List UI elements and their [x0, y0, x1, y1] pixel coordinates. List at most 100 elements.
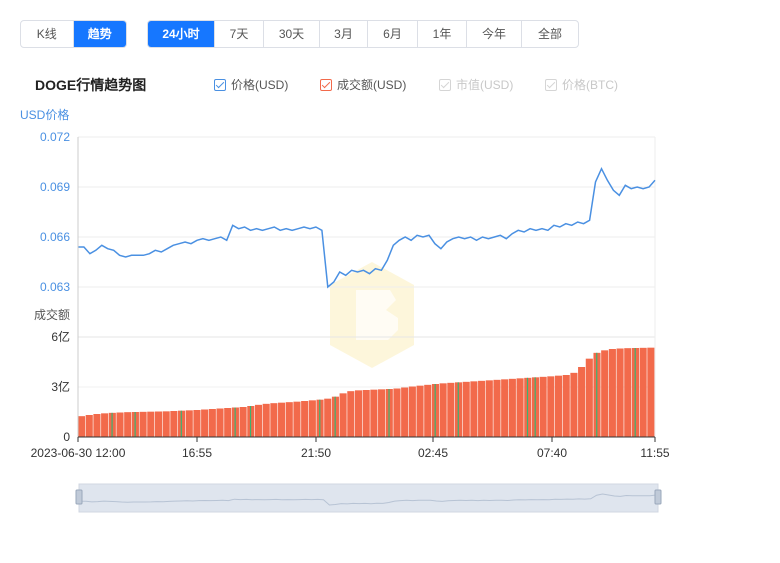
volume-bar [116, 412, 124, 437]
volume-bar-mark [319, 399, 321, 437]
tab-all[interactable]: 全部 [537, 27, 562, 41]
volume-bar [601, 350, 609, 437]
volume-bar [154, 411, 163, 437]
volume-bar [647, 347, 655, 437]
volume-bar [224, 408, 232, 437]
volume-bar [185, 410, 193, 437]
volume-bar [624, 348, 632, 437]
volume-bar [516, 378, 524, 437]
volume-bar-mark [534, 377, 536, 437]
tab-7d[interactable]: 7天 [215, 21, 264, 47]
volume-bar [139, 411, 147, 437]
volume-bar-mark [434, 384, 436, 437]
volume-bar [393, 388, 401, 437]
volume-bar [293, 401, 301, 437]
volume-bar [78, 416, 86, 437]
volume-bar-mark [457, 382, 459, 437]
legend-price-usd[interactable]: 价格(USD) [214, 76, 288, 93]
time-range-tabs: 24小时 7天 30天 3月 6月 1年 今年 全部 [147, 20, 579, 48]
volume-bar-mark [596, 352, 598, 437]
volume-bar [239, 407, 247, 437]
volume-bar [278, 402, 286, 437]
volume-tick-label: 3亿 [51, 379, 70, 394]
price-tick-label: 0.063 [40, 280, 70, 294]
axes [77, 137, 655, 438]
volume-bar [562, 375, 570, 437]
zoom-handle-left[interactable] [75, 489, 83, 505]
x-tick-label: 02:45 [418, 446, 448, 460]
tab-6m[interactable]: 6月 [368, 21, 418, 47]
tab-30d[interactable]: 30天 [264, 21, 320, 47]
volume-tick-label: 6亿 [51, 329, 70, 344]
volume-bar [216, 408, 224, 437]
volume-bar [570, 372, 578, 437]
x-tick-label: 11:55 [640, 446, 669, 460]
volume-bar [201, 409, 209, 437]
volume-bar [254, 404, 263, 437]
volume-bar [578, 367, 586, 437]
x-tick-label: 16:55 [182, 446, 212, 460]
price-tick-label: 0.069 [40, 180, 70, 194]
volume-bar [262, 403, 270, 437]
volume-bar [547, 376, 555, 437]
zoom-handle-right[interactable] [654, 489, 662, 505]
volume-bar [270, 403, 278, 437]
legend-volume-usd[interactable]: 成交额(USD) [320, 76, 406, 93]
volume-bar [93, 414, 101, 437]
volume-bar [147, 411, 155, 437]
watermark-logo [330, 262, 414, 368]
tab-24h[interactable]: 24小时 [148, 21, 215, 47]
volume-bar-mark [111, 412, 113, 437]
zoom-slider-preview [80, 493, 657, 506]
tab-1y[interactable]: 1年 [418, 21, 467, 47]
volume-bar [362, 390, 370, 437]
checkbox-icon[interactable] [320, 78, 332, 91]
checkbox-icon[interactable] [545, 78, 557, 91]
volume-bar [301, 401, 309, 437]
volume-bar-mark [634, 348, 636, 437]
legend-marketcap-usd[interactable]: 市值(USD) [439, 76, 513, 93]
volume-bar [508, 378, 516, 437]
volume-bar [378, 389, 386, 437]
volume-bar [124, 412, 132, 437]
volume-bar [585, 358, 593, 437]
tab-trend[interactable]: 趋势 [73, 21, 126, 47]
legend-label: 成交额(USD) [337, 78, 407, 92]
tab-3m[interactable]: 3月 [320, 21, 368, 47]
volume-axis-label: 成交额 [34, 307, 70, 322]
volume-bar [208, 409, 216, 437]
checkbox-icon[interactable] [439, 78, 451, 91]
volume-bar [447, 382, 455, 437]
view-mode-tabs: K线 趋势 [20, 20, 127, 48]
volume-bar-mark [234, 407, 236, 437]
volume-bar-mark [526, 377, 529, 437]
volume-bar [324, 398, 332, 437]
x-tick-label: 07:40 [537, 446, 567, 460]
checkbox-icon[interactable] [214, 78, 226, 91]
tab-ytd[interactable]: 今年 [467, 21, 522, 47]
volume-bar [462, 381, 470, 437]
volume-bar-mark [388, 389, 390, 437]
price-tick-label: 0.066 [40, 230, 70, 244]
price-line [78, 166, 656, 289]
tick-labels: 0.072 0.069 0.066 0.063 6亿 3亿 0 2023-06-30 12:0… [31, 130, 670, 460]
volume-bar [85, 415, 93, 437]
volume-tick-label: 0 [63, 430, 70, 444]
volume-bar [554, 375, 563, 437]
legend-price-btc[interactable]: 价格(BTC) [545, 76, 618, 93]
volume-bar [339, 393, 347, 437]
volume-bar-mark [334, 396, 336, 437]
price-tick-label: 0.072 [40, 130, 70, 144]
zoom-slider[interactable] [75, 483, 662, 513]
zoom-slider-track[interactable] [78, 483, 659, 513]
volume-bar [608, 349, 616, 437]
volume-bar [370, 389, 378, 437]
volume-bar [347, 391, 355, 437]
volume-bar [170, 411, 178, 437]
volume-bar [616, 348, 624, 437]
legend-label: 市值(USD) [456, 78, 514, 92]
tab-kline[interactable]: K线 [21, 21, 74, 47]
legend-label: 价格(BTC) [562, 78, 618, 92]
volume-bar [416, 385, 424, 437]
